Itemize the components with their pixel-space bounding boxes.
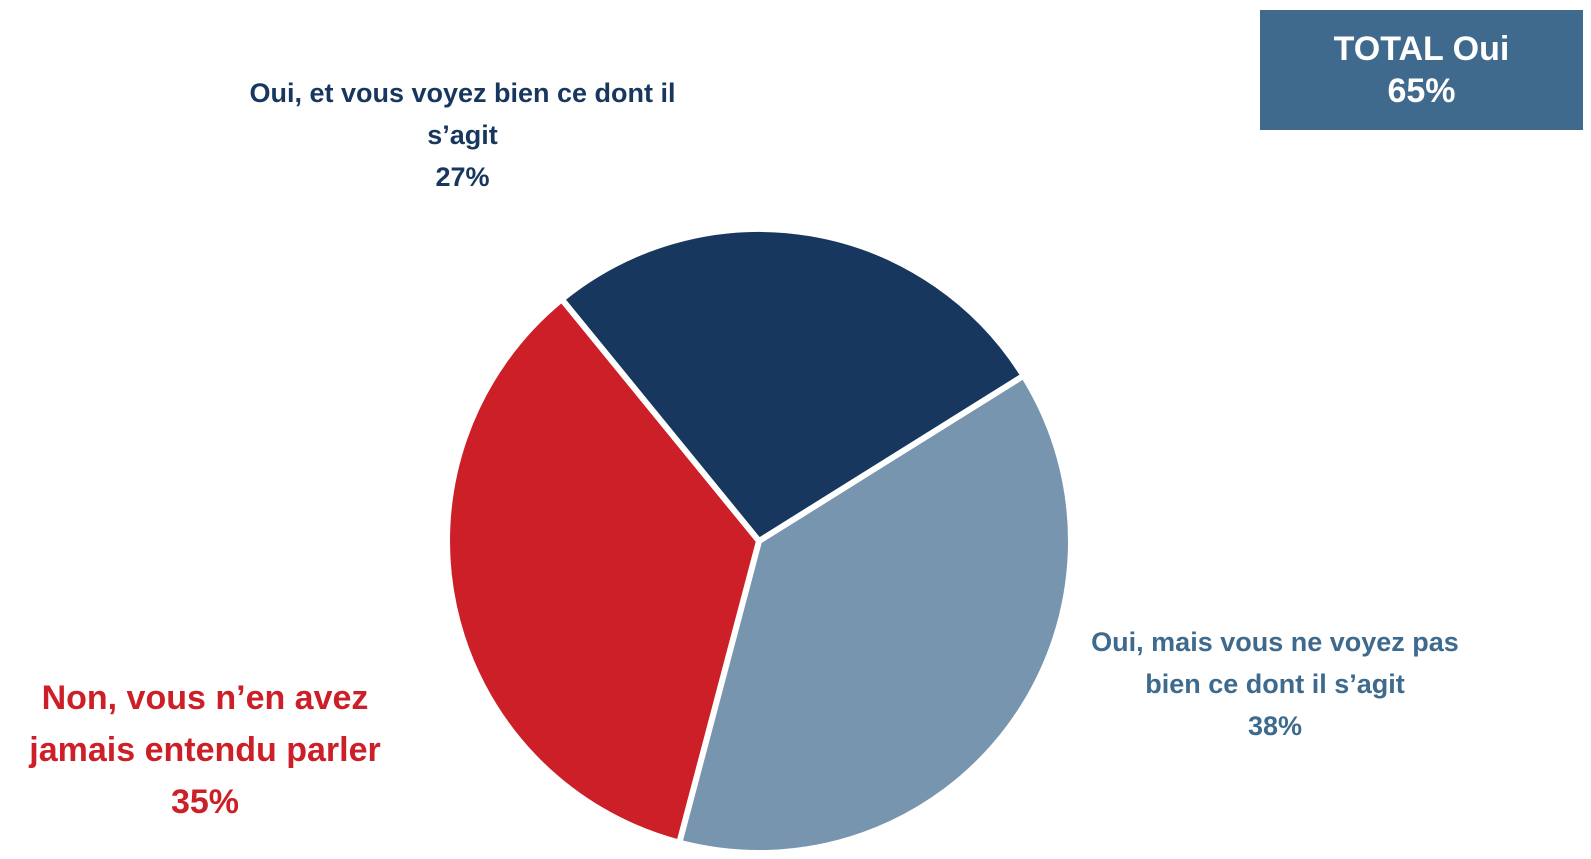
pie-slice-oui-voyez-bien xyxy=(558,226,1027,544)
slice-label-oui-ne-voyez-pas-line1: Oui, mais vous ne voyez pas xyxy=(1091,627,1459,657)
pie-slice-oui-ne-voyez-pas xyxy=(676,372,1074,856)
slice-label-oui-ne-voyez-pas-line2: bien ce dont il s’agit xyxy=(1145,669,1405,699)
slice-label-non-percent: 35% xyxy=(170,783,240,821)
slice-label-oui-ne-voyez-pas: Oui, mais vous ne voyez pas bien ce dont… xyxy=(1055,621,1495,747)
total-yes-label: TOTAL Oui xyxy=(1333,30,1510,68)
total-yes-value: 65% xyxy=(1387,72,1456,110)
slice-label-non: Non, vous n’en avez jamais entendu parle… xyxy=(0,672,410,828)
slice-label-oui-voyez-bien-percent: 27% xyxy=(435,162,490,192)
slice-label-oui-ne-voyez-pas-percent: 38% xyxy=(1247,711,1303,741)
slice-label-oui-voyez-bien-line2: s’agit xyxy=(427,120,498,150)
slice-label-non-line2: jamais entendu parler xyxy=(29,731,381,769)
slice-label-oui-voyez-bien-line1: Oui, et vous voyez bien ce dont il xyxy=(249,78,676,108)
total-yes-box: TOTAL Oui 65% xyxy=(1260,10,1583,130)
pie-slice-non xyxy=(444,296,762,846)
slice-label-oui-voyez-bien: Oui, et vous voyez bien ce dont il s’agi… xyxy=(215,72,710,198)
slice-label-non-line1: Non, vous n’en avez xyxy=(41,679,369,717)
